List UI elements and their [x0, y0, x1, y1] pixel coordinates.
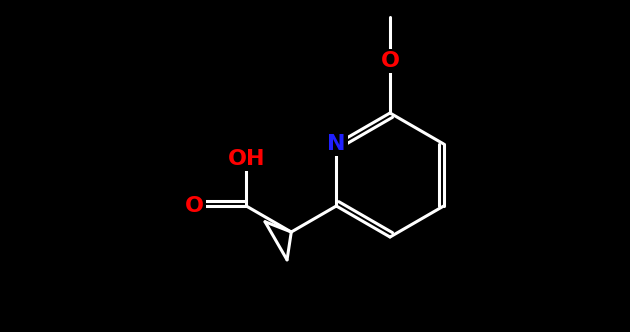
Text: N: N [327, 134, 346, 154]
Text: OH: OH [227, 149, 265, 169]
Text: O: O [185, 196, 203, 216]
Text: O: O [381, 51, 399, 71]
